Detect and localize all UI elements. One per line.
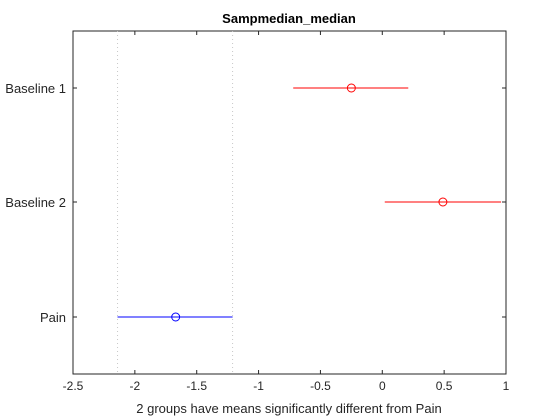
x-tick-label: -1	[253, 379, 264, 393]
chart-title: Sampmedian_median	[222, 11, 356, 26]
x-tick-label: -2.5	[63, 379, 84, 393]
y-tick-label: Pain	[40, 310, 66, 325]
y-tick-label: Baseline 1	[5, 81, 66, 96]
y-tick-label: Baseline 2	[5, 195, 66, 210]
x-axis-label: 2 groups have means significantly differ…	[136, 401, 441, 416]
group-mean-marker	[438, 197, 448, 207]
group-mean-marker	[346, 83, 356, 93]
comparison-groups: Baseline 1 Baseline 2 Pain	[5, 81, 506, 325]
x-tick-label: -1.5	[186, 379, 207, 393]
x-tick-label: 0.5	[436, 379, 453, 393]
group-mean-marker	[171, 312, 181, 322]
x-tick-label: 0	[379, 379, 386, 393]
x-tick-label: -0.5	[310, 379, 331, 393]
x-axis-ticks: -2.5 -2 -1.5 -1 -0.5 0 0.5 1	[63, 31, 510, 393]
x-tick-label: 1	[503, 379, 510, 393]
x-tick-label: -2	[130, 379, 141, 393]
